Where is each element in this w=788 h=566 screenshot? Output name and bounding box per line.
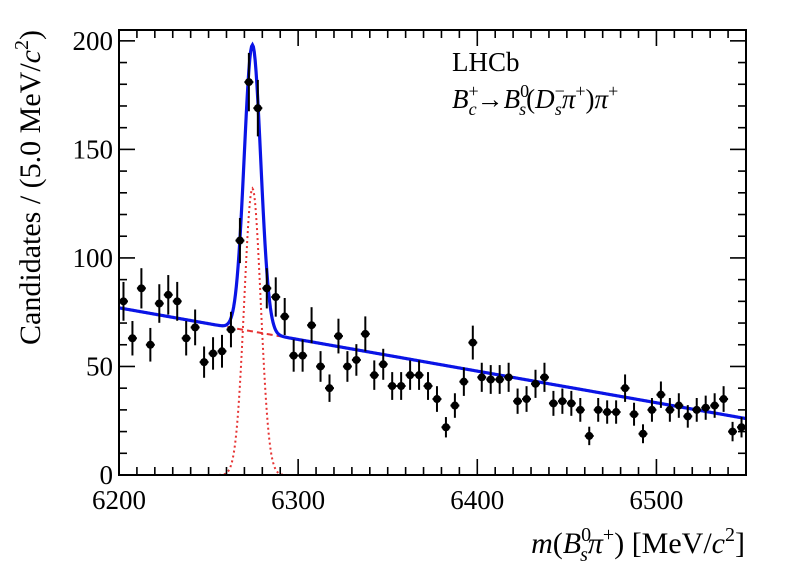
data-point xyxy=(289,351,298,360)
data-point xyxy=(477,373,486,382)
data-point xyxy=(531,379,540,388)
data-point xyxy=(621,384,630,393)
data-point xyxy=(253,104,262,113)
y-tick-label: 0 xyxy=(100,460,114,490)
data-point xyxy=(638,429,647,438)
data-point xyxy=(513,397,522,406)
data-point xyxy=(728,427,737,436)
data-point xyxy=(424,382,433,390)
data-point xyxy=(262,284,271,293)
data-point xyxy=(361,329,370,338)
x-tick-label: 6400 xyxy=(450,485,504,515)
data-point xyxy=(415,371,424,380)
data-point xyxy=(406,371,415,380)
data-point xyxy=(630,410,639,419)
axis-ticks xyxy=(118,30,747,476)
plot-frame xyxy=(118,29,747,476)
data-point xyxy=(334,332,343,341)
data-point xyxy=(200,358,209,367)
data-point xyxy=(164,290,173,299)
data-point xyxy=(128,334,137,343)
data-point xyxy=(191,323,200,332)
data-point xyxy=(379,360,388,369)
x-tick-label: 6500 xyxy=(629,485,683,515)
data-point xyxy=(209,349,218,358)
y-tick-label: 150 xyxy=(73,134,114,164)
x-tick-label: 6300 xyxy=(271,485,325,515)
data-point xyxy=(173,297,182,306)
data-point xyxy=(594,405,603,414)
data-point xyxy=(325,384,334,393)
data-point xyxy=(307,321,316,330)
data-point xyxy=(146,340,155,349)
data-point xyxy=(612,408,621,417)
data-point xyxy=(182,334,191,343)
data-point xyxy=(683,412,692,421)
data-point xyxy=(540,373,549,382)
data-point xyxy=(692,405,701,414)
data-point xyxy=(558,397,567,406)
data-points xyxy=(119,52,746,446)
data-point xyxy=(549,399,558,408)
tick-labels: 6200 6300 6400 6500 0 50 100 150 200 xyxy=(73,26,684,515)
data-point xyxy=(450,401,459,410)
x-axis-title: m(B0 sπ+) [MeV/c2] xyxy=(531,524,745,566)
y-tick-label: 100 xyxy=(73,243,114,273)
data-point xyxy=(719,395,728,404)
data-point xyxy=(468,338,477,347)
data-point xyxy=(244,78,253,87)
data-point xyxy=(585,431,594,440)
data-point xyxy=(567,399,576,408)
data-point xyxy=(737,423,746,432)
data-point xyxy=(495,375,504,384)
data-point xyxy=(486,375,495,384)
data-point xyxy=(137,284,146,293)
data-point xyxy=(155,299,164,308)
data-point xyxy=(316,362,325,371)
y-tick-label: 50 xyxy=(86,351,113,381)
data-point xyxy=(352,355,361,364)
data-point xyxy=(388,382,397,390)
y-axis-title: Candidates / (5.0 MeV/c2) xyxy=(11,30,47,345)
data-point xyxy=(271,293,280,301)
data-point xyxy=(504,373,513,382)
data-point xyxy=(432,395,441,404)
data-point xyxy=(522,395,531,404)
data-point xyxy=(710,401,719,410)
total-fit-curve xyxy=(118,41,747,421)
experiment-label: LHCb xyxy=(452,47,520,77)
data-point xyxy=(665,405,674,414)
x-tick-label: 6200 xyxy=(92,485,146,515)
data-point xyxy=(647,405,656,414)
decay-label: B+ c→B0 s(D− sπ+)π+ xyxy=(452,81,618,119)
y-tick-label: 200 xyxy=(73,26,114,56)
data-point xyxy=(226,325,235,334)
data-point xyxy=(603,408,612,417)
data-point xyxy=(674,401,683,410)
data-point xyxy=(370,371,379,380)
data-point xyxy=(459,377,468,386)
data-point xyxy=(656,390,665,399)
data-point xyxy=(218,347,227,356)
data-point xyxy=(397,382,406,390)
data-point xyxy=(441,423,450,432)
data-point xyxy=(235,236,244,245)
data-point xyxy=(701,403,710,412)
data-point xyxy=(576,405,585,414)
data-point xyxy=(280,312,289,321)
data-point xyxy=(298,351,307,360)
data-point xyxy=(343,362,352,371)
